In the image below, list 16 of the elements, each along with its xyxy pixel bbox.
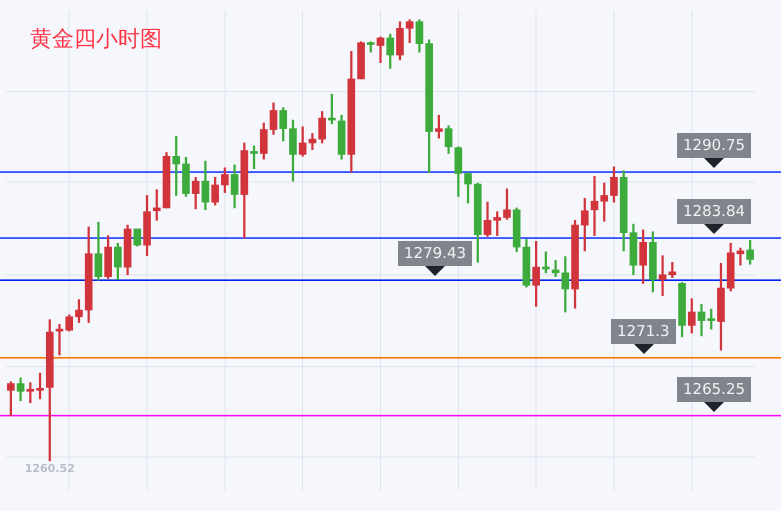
candlestick	[328, 94, 336, 124]
candlestick	[152, 189, 161, 221]
candlestick	[26, 382, 34, 404]
ref-line-label: 1265.25	[677, 376, 752, 402]
text: 黄金四小时图	[30, 25, 162, 53]
ref-line-label: 1290.75	[677, 133, 752, 158]
candlestick	[435, 114, 443, 139]
ref-line-label: 1279.43	[398, 241, 472, 266]
ref-line-label: 1271.3	[611, 318, 676, 344]
candlestick	[600, 182, 608, 222]
annotation: 1260.52	[24, 462, 75, 476]
ref-line-label: 1283.84	[677, 199, 752, 224]
candlestick	[707, 308, 716, 330]
candlestick	[493, 211, 502, 236]
candlestick	[542, 252, 550, 274]
candlestick	[172, 136, 180, 196]
